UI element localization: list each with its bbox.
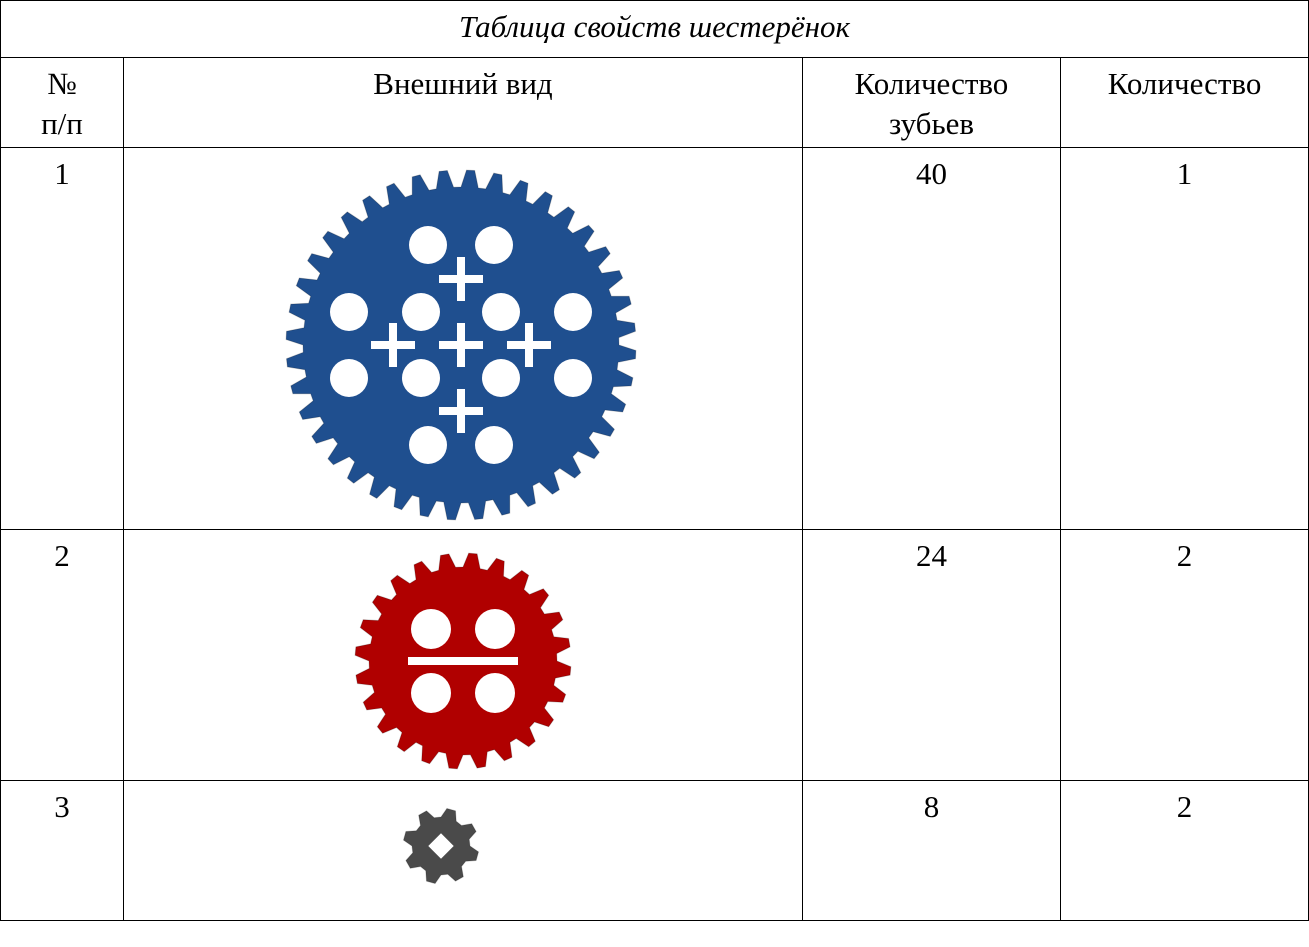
row-number: 1 [0, 147, 124, 530]
gear-table: Таблица свойств шестерёнок № п/п Внешний … [0, 0, 1309, 921]
gear-image-cell [123, 147, 803, 530]
gear-hole [402, 293, 440, 331]
gear-hole [475, 226, 513, 264]
header-line: зубьев [889, 106, 974, 141]
gear-hole [475, 609, 515, 649]
header-line: п/п [41, 106, 83, 141]
gear-hole [330, 293, 368, 331]
gear-image-cell [123, 529, 803, 781]
axle-hole [457, 389, 465, 433]
gear-hole [409, 426, 447, 464]
gear-hole [482, 293, 520, 331]
axle-hole [408, 657, 518, 665]
header-line: № [47, 66, 77, 101]
gear-hole [409, 226, 447, 264]
gear-hole [411, 673, 451, 713]
header-line: Количество [854, 66, 1009, 101]
row-number: 2 [0, 529, 124, 781]
gear-hole [402, 359, 440, 397]
teeth-count: 40 [802, 147, 1061, 530]
gear-hole [554, 293, 592, 331]
gear-hole [475, 673, 515, 713]
gear-image-cell [123, 780, 803, 921]
quantity: 2 [1059, 529, 1309, 781]
axle-hole [428, 833, 454, 859]
row-number: 3 [0, 780, 124, 921]
gear-hole [330, 359, 368, 397]
teeth-count: 8 [802, 780, 1061, 921]
axle-hole [457, 323, 465, 367]
axle-hole [389, 323, 397, 367]
gear-picture [285, 169, 637, 521]
header-cell: № п/п [0, 57, 124, 148]
gear-picture [402, 807, 480, 885]
header-cell: Количество [1059, 57, 1309, 148]
gear-hole [475, 426, 513, 464]
gear-hole [554, 359, 592, 397]
table-title: Таблица свойств шестерёнок [0, 0, 1309, 58]
axle-hole [457, 257, 465, 301]
header-cell: Количество зубьев [802, 57, 1061, 148]
axle-hole [525, 323, 533, 367]
quantity: 1 [1059, 147, 1309, 530]
gear-hole [482, 359, 520, 397]
gear-picture [354, 552, 572, 770]
gear-hole [411, 609, 451, 649]
teeth-count: 24 [802, 529, 1061, 781]
header-cell: Внешний вид [123, 57, 803, 148]
quantity: 2 [1059, 780, 1309, 921]
